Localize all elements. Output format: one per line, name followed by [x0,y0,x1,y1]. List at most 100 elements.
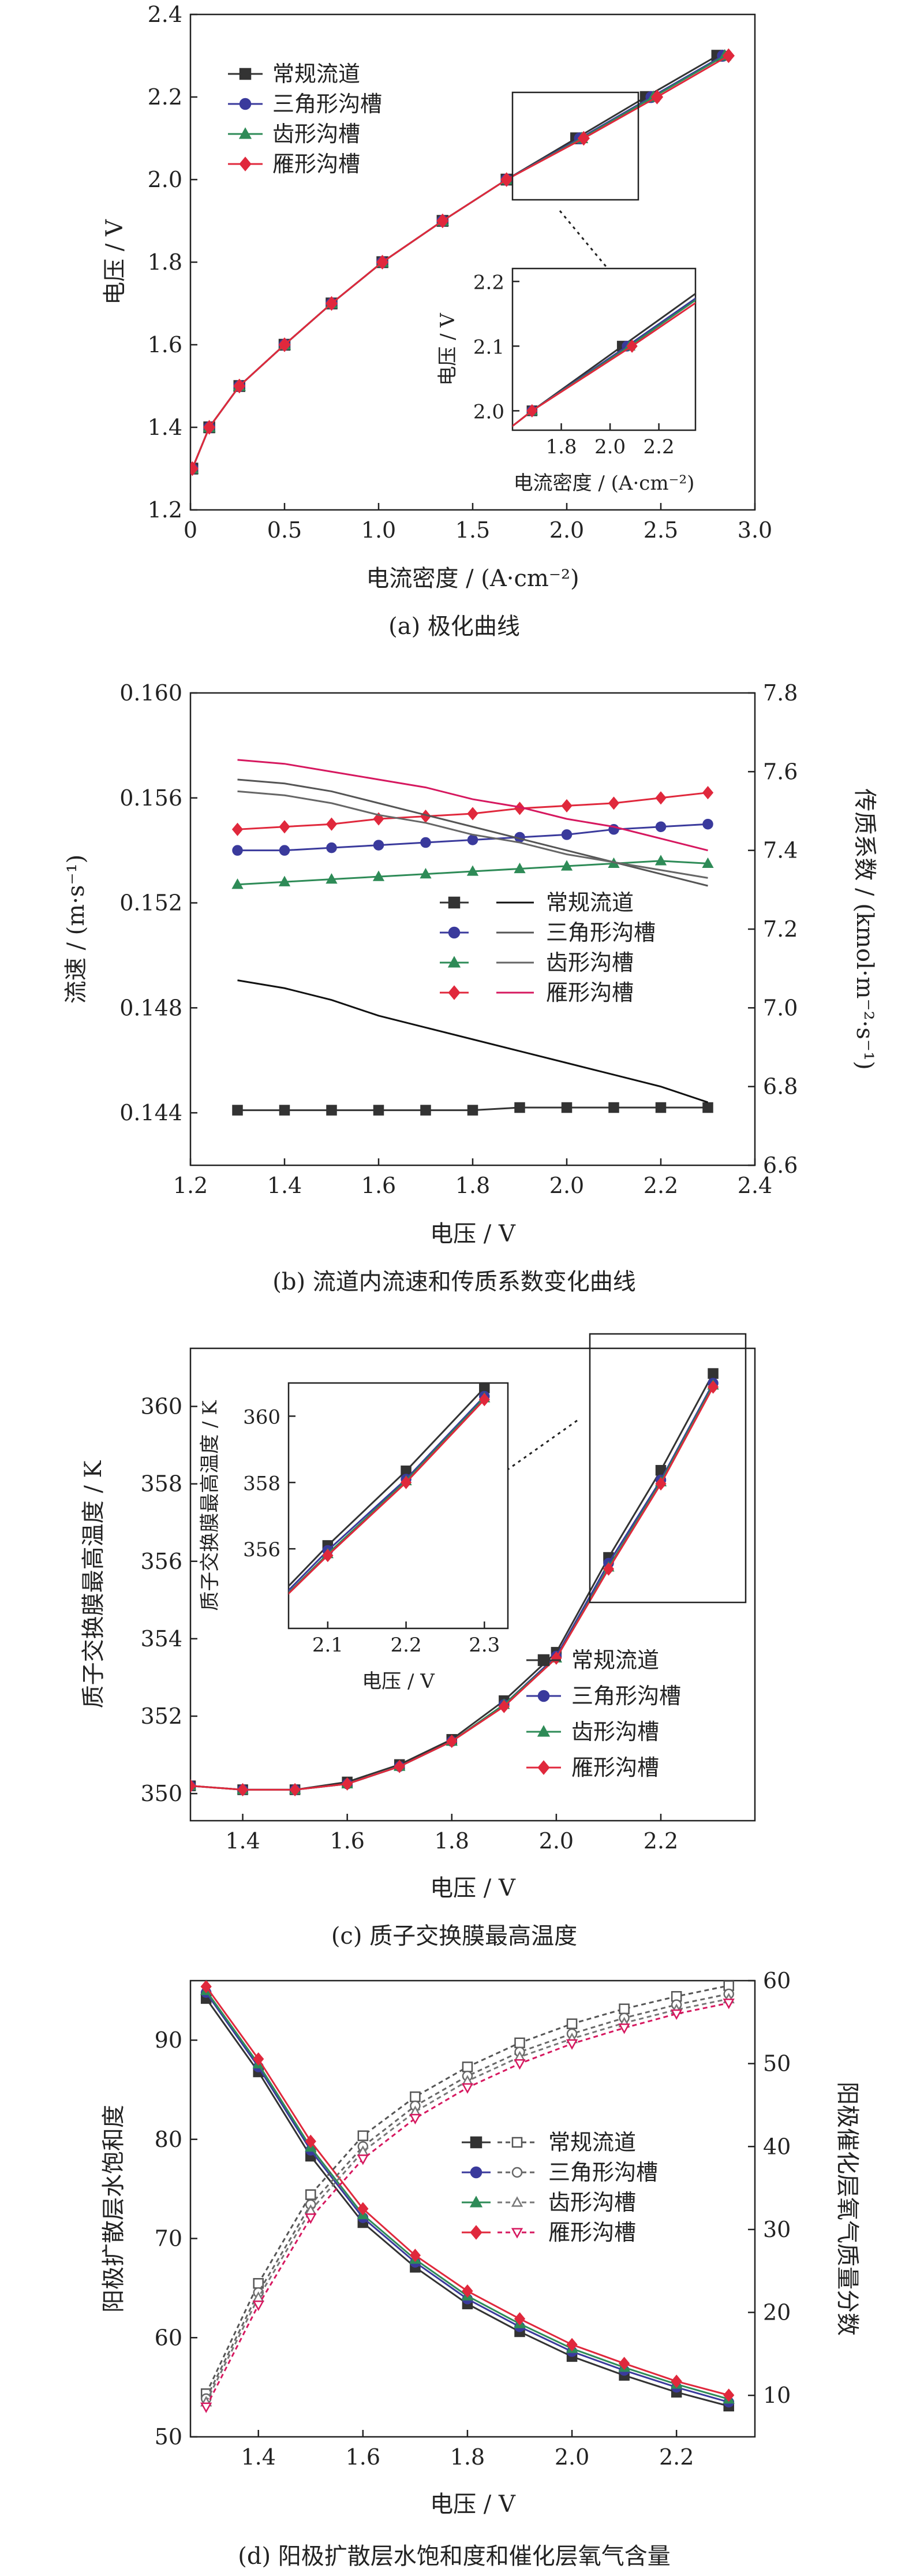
chart-d-series-7-point [671,2009,683,2020]
chart-a-series-3-point [233,378,246,394]
chart-b-left-ytick-label: 0.148 [119,995,182,1020]
chart-c-zoom-box [589,1333,747,1604]
chart-d-series-3-point [514,2312,526,2326]
chart-a-inset-series-3-point [526,404,538,417]
chart-d-legend-item-3-sample-marker [470,2225,482,2240]
chart-a-inset-series-3-line [513,301,695,427]
chart-b-xtick-label: 1.4 [267,1173,302,1198]
chart-c-ytick-label: 360 [140,1394,182,1419]
chart-d-series-4-point [619,2003,630,2015]
chart-c-inset-series-3-point [166,1668,175,1679]
chart-a-inset-series-1-point [808,212,817,221]
chart-a-legend-label-1: 三角形沟槽 [272,91,382,117]
chart-a-inset-ytick-label: 2.1 [473,335,504,359]
chart-d-right-ytick-label: 10 [763,2383,791,2408]
chart-b-legend-label-2: 齿形沟槽 [546,950,634,975]
chart-c-inset-series-3-point [10,1719,19,1730]
chart-a-series-3-point [577,131,590,146]
chart-c-inset-ytick-label: 358 [243,1472,280,1495]
chart-b-series-1-point [373,840,384,851]
chart-a-series-3-point [500,172,513,187]
chart-d-legend-label-0: 常规流道 [548,2130,636,2155]
chart-d-series-3-point [305,2134,316,2148]
chart-b-right-ytick-label: 6.6 [763,1153,798,1178]
chart-b-right-ytick-label: 7.8 [763,680,798,706]
chart-a-ytick-label: 2.4 [148,2,182,27]
chart-d-series-7-point [461,2083,474,2094]
chart-b-series-3-point [655,791,667,805]
chart-c-inset-series-3-point [478,1393,490,1407]
chart-d-series-4-point [410,2091,421,2102]
chart-c-ytick-label: 354 [140,1626,182,1652]
chart-b-series-0-point [702,1102,713,1113]
chart-b-series-1-point [655,821,667,833]
chart-b-legend-item-1-sample-marker [448,926,461,939]
chart-c-inset-series-1-point [10,1720,19,1729]
chart-c-inset-y-label: 质子交换膜最高温度 / K [199,1400,222,1611]
chart-a-inset-series-2-point [181,729,190,737]
chart-a-inset-series-1-point [240,665,249,674]
chart-a-inset-frame [511,267,697,431]
chart-c-series-3-point [655,1477,667,1491]
chart-d-series-2-line [205,1990,730,2400]
chart-c-legend-label-0: 常规流道 [571,1647,659,1673]
chart-a-xtick-label: 0 [184,517,197,543]
chart-a-inset-xtick-label: 1.8 [545,435,577,458]
chart-c-inset-ytick-label: 356 [243,1538,280,1561]
chart-a-xtick-label: 3.0 [738,517,772,543]
chart-d-series-3-line [205,1986,730,2396]
chart-b-series-2-point [514,862,526,874]
chart-c-inset-series-1-line [289,1395,485,1592]
chart-a-xtick-label: 1.5 [455,517,490,543]
chart-a-inset-series-3-point [120,858,129,869]
chart-d-caption: (d) 阳极扩散层水饱和度和催化层氧气含量 [238,2543,671,2570]
chart-b-series-0-point [467,1105,478,1116]
chart-d-legend-label-3: 雁形沟槽 [548,2220,636,2245]
chart-a-inset-series-3-point [626,339,638,353]
chart-b-velocity-mass-transfer: 1.2 1.4 1.6 1.8 2.0 2.2 2.4 0.144 0.148 0.152 0.15… [63,680,878,1295]
chart-d-left-ytick-label: 50 [155,2424,182,2450]
chart-b-series-2-point [466,865,479,876]
chart-b-right-ytick-label: 7.6 [763,759,798,784]
chart-b-series-0-point [232,1105,243,1116]
chart-b-legend-item-0-sample-marker [448,896,461,909]
chart-c-legend-label-3: 雁形沟槽 [571,1755,659,1780]
chart-a-polarization: 0 0.5 1.0 1.5 2.0 2.5 3.0 1.2 1.4 1.6 1.8 2.0 2.2 2.4… [102,2,817,869]
chart-a-inset-series-1-point [181,729,190,739]
chart-d-series-4-point [305,2189,316,2200]
chart-b-series-1-point [420,837,431,848]
chart-a-inset-x-label: 电流密度 / (A·cm⁻²) [514,472,695,495]
chart-d-legend-item-1-sample-marker [470,2166,482,2179]
chart-a-zoom-box [511,91,639,201]
chart-c-xtick-label: 2.2 [644,1828,678,1854]
chart-b-xtick-label: 2.2 [644,1173,678,1198]
chart-a-inset-series-1-point [120,859,129,868]
chart-a-inset-series-0-point [120,859,129,868]
chart-d-legend-label-2: 齿形沟槽 [548,2190,636,2215]
chart-b-series-0-point [373,1105,384,1116]
chart-b-legend-label-0: 常规流道 [546,890,634,915]
chart-d-series-4-point [357,2130,369,2141]
chart-b-series-5-line [237,778,708,887]
chart-d-legend-item-2-sample-marker [469,2195,483,2208]
chart-d-legend-item-0-sample-marker [470,2136,482,2149]
chart-c-inset-series-2-point [10,1720,19,1728]
chart-c-inset-series-3-point [245,1626,254,1637]
chart-c-series-3-point [707,1380,719,1394]
chart-b-series-2-point [702,857,714,868]
chart-a-inset-series-0-point [301,600,310,609]
chart-d-legend-label-1: 三角形沟槽 [548,2160,658,2185]
chart-c-inset-series-3-point [322,1549,334,1563]
chart-b-series-3-point [279,820,290,834]
chart-d-right-ytick-label: 20 [763,2300,791,2325]
chart-c-plot-frame [189,1347,756,1822]
chart-b-series-2-point [654,855,667,866]
chart-c-inset-bg [289,1383,508,1628]
chart-d-series-3-point [200,1981,212,1993]
chart-a-inset-ytick-label: 2.0 [473,400,504,423]
chart-b-series-3-point [608,796,620,810]
chart-b-series-6-line [237,790,708,879]
chart-a-series-3-point [278,337,291,352]
chart-d-left-ytick-label: 90 [155,2027,182,2053]
chart-b-series-0-point [420,1105,431,1116]
